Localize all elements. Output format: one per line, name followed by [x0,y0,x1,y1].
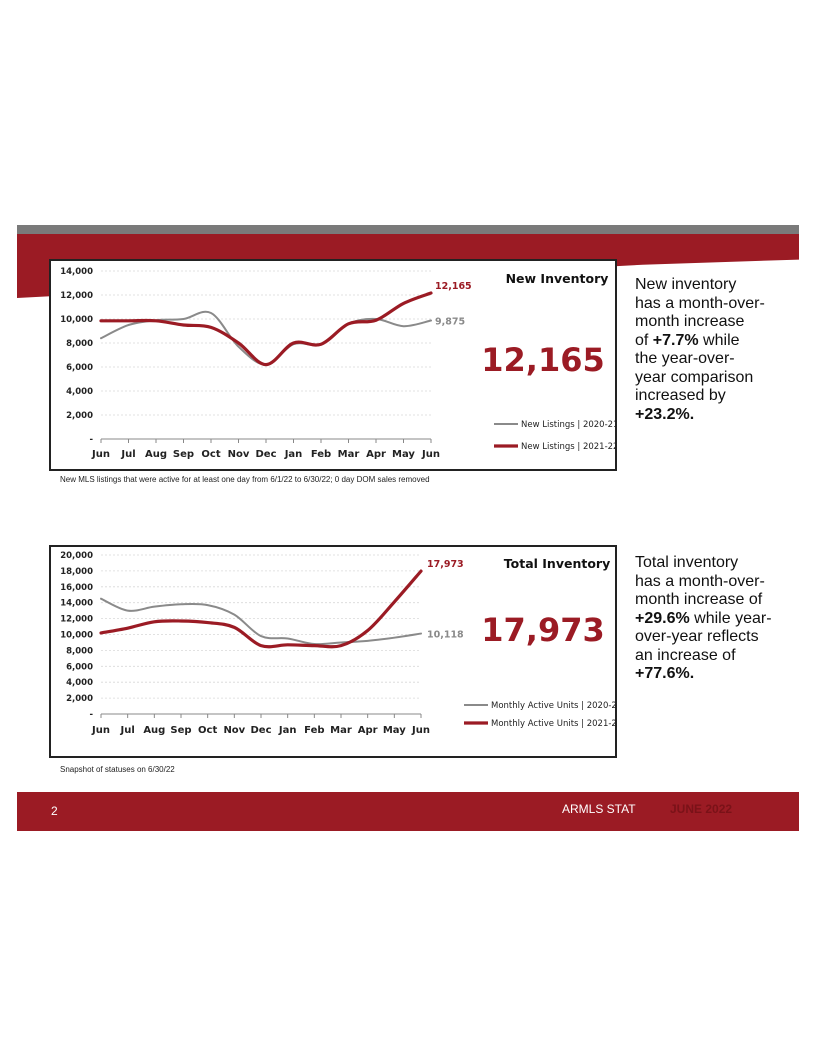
x-tick-label: Jul [120,725,135,736]
summary-line: Total inventory [635,554,739,571]
y-tick-label: 20,000 [60,551,93,561]
summary-line: New inventory [635,276,737,293]
series-end-label: 9,875 [435,317,465,328]
x-tick-label: May [392,449,415,460]
y-tick-label: - [89,710,93,720]
x-tick-label: Dec [255,449,276,460]
new-inventory-chart-svg: - 2,000 4,000 6,000 8,000 10,000 12,000 14,000 J… [60,267,615,460]
summary-percent: +23.2%. [635,405,695,423]
legend-label: Monthly Active Units | 2021-22 [491,719,615,729]
x-tick-label: Sep [173,449,194,460]
summary-percent: +29.6% [635,609,690,627]
header-gray-band [17,225,799,234]
y-tick-label: 12,000 [60,291,93,301]
series-line-0 [100,597,422,646]
chart-title: New Inventory [506,271,609,286]
big-number: 17,973 [481,611,604,649]
x-tick-label: Nov [223,725,245,736]
x-tick-label: Feb [311,449,331,460]
x-tick-label: Oct [201,449,220,460]
x-tick-label: Nov [228,449,250,460]
legend-label: New Listings | 2021-22 [521,442,615,452]
x-tick-label: Oct [198,725,217,736]
y-tick-label: 12,000 [60,615,93,625]
footer-org: ARMLS STAT [562,802,636,816]
x-tick-label: Sep [170,725,191,736]
x-tick-label: Apr [358,725,378,736]
x-tick-label: Dec [250,725,271,736]
footer-bar: 2 ARMLS STAT JUNE 2022 [17,792,799,831]
new-inventory-summary: New inventory has a month-over- month in… [635,276,765,424]
summary-text: while year- [689,609,772,627]
x-tick-label: Jun [91,449,110,460]
x-tick-label: Aug [143,725,165,736]
total-inventory-chart: - 2,000 4,000 6,000 8,000 10,000 12,000 14,000 1… [49,545,617,758]
series-line-1 [99,569,423,649]
x-tick-label: Mar [330,725,352,736]
x-tick-label: Aug [145,449,167,460]
x-tick-label: Jun [411,725,430,736]
y-tick-label: 18,000 [60,567,93,577]
y-tick-label: 14,000 [60,267,93,277]
page-number: 2 [51,804,58,818]
y-tick-label: 6,000 [66,363,93,373]
summary-line: year comparison [635,368,754,386]
x-tick-label: Feb [304,725,324,736]
x-tick-label: Jan [284,449,303,460]
total-inventory-summary: Total inventory has a month-over- month … [635,554,772,684]
summary-line: the year-over- [635,350,735,367]
summary-line: month increase of [635,591,763,608]
summary-percent: +77.6%. [635,665,695,682]
x-tick-label: Jan [278,725,297,736]
y-tick-label: 2,000 [66,411,93,421]
y-tick-label: 4,000 [66,387,93,397]
total-inventory-note: Snapshot of statuses on 6/30/22 [60,765,175,774]
summary-line: over-year reflects [635,628,759,645]
x-tick-label: Jun [421,449,440,460]
x-tick-label: Jul [120,449,135,460]
x-tick-label: Jun [91,725,110,736]
summary-text: while [698,331,740,349]
summary-line: +23.2%. [635,406,765,425]
y-tick-label: 4,000 [66,678,93,688]
y-tick-label: 10,000 [60,315,93,325]
new-inventory-chart: - 2,000 4,000 6,000 8,000 10,000 12,000 14,000 J… [49,259,617,471]
y-tick-label: 14,000 [60,599,93,609]
y-tick-label: 8,000 [66,339,93,349]
summary-line: month increase [635,313,745,330]
x-tick-label: Apr [366,449,386,460]
y-tick-label: 2,000 [66,694,93,704]
summary-line: has a month-over- [635,572,765,590]
summary-line: +77.6%. [635,665,772,684]
summary-line: +29.6% while year- [635,610,772,629]
x-tick-label: May [383,725,406,736]
summary-line: an increase of [635,646,736,664]
total-inventory-chart-svg: - 2,000 4,000 6,000 8,000 10,000 12,000 14,000 1… [60,551,615,736]
legend-label: New Listings | 2020-21 [521,420,615,430]
series-line-1 [99,291,433,367]
big-number: 12,165 [481,341,604,379]
series-end-label: 12,165 [435,281,472,292]
summary-text: of [635,331,653,349]
x-tick-label: Mar [338,449,360,460]
summary-line: of +7.7% while [635,332,765,351]
summary-line: has a month-over- [635,294,765,312]
series-end-label: 10,118 [427,630,464,641]
chart-title: Total Inventory [504,556,610,571]
series-end-label: 17,973 [427,559,464,570]
y-tick-label: 16,000 [60,583,93,593]
summary-percent: +7.7% [652,331,699,349]
footer-date: JUNE 2022 [670,802,733,816]
y-tick-label: 8,000 [66,646,93,656]
y-tick-label: - [89,435,93,445]
new-inventory-note: New MLS listings that were active for at… [60,475,430,484]
y-tick-label: 6,000 [66,662,93,672]
summary-line: increased by [635,387,726,404]
y-tick-label: 10,000 [60,631,93,641]
legend-label: Monthly Active Units | 2020-21 [491,701,615,711]
